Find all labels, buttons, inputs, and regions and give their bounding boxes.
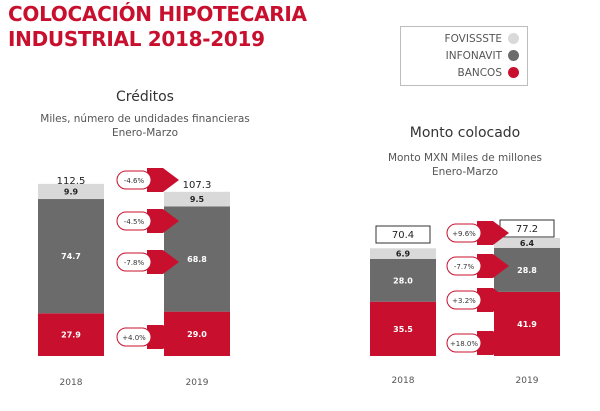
change-arrow-total [147, 168, 179, 192]
chart-desc-creditos: Miles, número de undidades financieras E… [10, 112, 280, 140]
bar-bancos-2018 [370, 301, 436, 356]
data-label-fovissste-2018: 9.9 [64, 187, 79, 196]
chart-desc-monto: Monto MXN Miles de millones Enero-Marzo [350, 151, 580, 179]
x-tick-label-2018: 2018 [60, 378, 83, 388]
change-arrow-bancos [477, 331, 509, 355]
legend: FOVISSSTE INFONAVIT BANCOS [400, 26, 528, 86]
x-tick-label-2018: 2018 [392, 376, 415, 386]
chart-period-creditos: Enero-Marzo [112, 127, 178, 139]
change-pill-bancos [116, 327, 152, 347]
change-label-total: -4.6% [124, 177, 145, 185]
legend-dot-fovissste [508, 33, 519, 44]
title-line-1: COLOCACIÓN HIPOTECARIA [8, 2, 307, 26]
change-pill-infonavit [446, 290, 482, 310]
change-pill-fovissste [116, 211, 152, 231]
legend-item-bancos: BANCOS [457, 64, 519, 81]
data-label-infonavit-2018: 28.0 [393, 276, 413, 285]
title-line-2: INDUSTRIAL 2018-2019 [8, 27, 265, 51]
legend-label-bancos: BANCOS [457, 66, 502, 79]
total-label-2018: 70.4 [392, 230, 414, 241]
change-arrow-bancos [147, 325, 179, 349]
bar-bancos-2018 [38, 313, 104, 356]
data-label-bancos-2019: 41.9 [517, 320, 537, 329]
legend-item-infonavit: INFONAVIT [446, 47, 519, 64]
data-label-infonavit-2018: 74.7 [61, 252, 81, 261]
x-tick-label-2019: 2019 [186, 378, 209, 388]
chart-subtitle-monto: Monto MXN Miles de millones [387, 152, 543, 164]
data-label-bancos-2018: 27.9 [61, 331, 81, 340]
data-label-bancos-2019: 29.0 [187, 330, 207, 339]
chart-title-monto: Monto colocado [409, 125, 521, 141]
x-tick-label-2019: 2019 [516, 376, 539, 386]
bar-fovissste-2018 [370, 248, 436, 259]
change-arrow-infonavit [477, 288, 509, 312]
page-title: COLOCACIÓN HIPOTECARIA INDUSTRIAL 2018-2… [8, 2, 307, 52]
change-label-fovissste: -4.5% [124, 218, 145, 226]
change-label-infonavit: -7.8% [124, 259, 145, 267]
total-label-2019: 107.3 [183, 180, 212, 191]
change-pill-fovissste [446, 256, 482, 276]
legend-dot-infonavit [508, 50, 519, 61]
bar-fovissste-2018 [38, 183, 104, 200]
change-pill-bancos [446, 333, 482, 353]
total-label-2019: 77.2 [516, 224, 538, 235]
bar-infonavit-2019 [494, 247, 560, 292]
change-arrow-infonavit [147, 250, 179, 274]
bar-fovissste-2019 [164, 191, 230, 207]
legend-label-infonavit: INFONAVIT [445, 49, 502, 62]
legend-item-fovissste: FOVISSSTE [445, 30, 519, 47]
data-label-fovissste-2018: 6.9 [396, 250, 411, 259]
change-pill-total [446, 223, 482, 243]
change-arrow-fovissste [477, 254, 509, 278]
chart-title-creditos: Créditos [116, 89, 174, 105]
data-label-infonavit-2019: 68.8 [187, 255, 207, 264]
data-label-bancos-2018: 35.5 [393, 325, 413, 334]
change-label-bancos: +4.0% [122, 334, 146, 342]
change-label-infonavit: +3.2% [452, 297, 476, 305]
change-pill-infonavit [116, 252, 152, 272]
change-arrow-fovissste [147, 209, 179, 233]
change-pill-total [116, 170, 152, 190]
change-label-bancos: +18.0% [450, 340, 478, 348]
change-label-total: +9.6% [452, 230, 476, 238]
chart-1: 35.5 28.0 6.9 70.4 2018 41.9 28.8 6.4 77.2 2019 +9… [370, 219, 560, 386]
data-label-fovissste-2019: 9.5 [190, 195, 205, 204]
legend-dot-bancos [508, 67, 519, 78]
bar-infonavit-2018 [38, 199, 104, 314]
data-label-fovissste-2019: 6.4 [520, 239, 535, 248]
bar-bancos-2019 [164, 311, 230, 356]
bar-infonavit-2018 [370, 258, 436, 302]
total-label-2018: 112.5 [57, 176, 86, 187]
legend-label-fovissste: FOVISSSTE [444, 32, 502, 45]
total-box-2018 [375, 225, 431, 244]
change-label-fovissste: -7.7% [454, 263, 475, 271]
change-arrow-total [477, 221, 509, 245]
chart-period-monto: Enero-Marzo [432, 166, 498, 178]
bar-fovissste-2019 [494, 238, 560, 248]
data-label-infonavit-2019: 28.8 [517, 266, 537, 275]
chart-subtitle-creditos: Miles, número de undidades financieras [40, 113, 250, 125]
